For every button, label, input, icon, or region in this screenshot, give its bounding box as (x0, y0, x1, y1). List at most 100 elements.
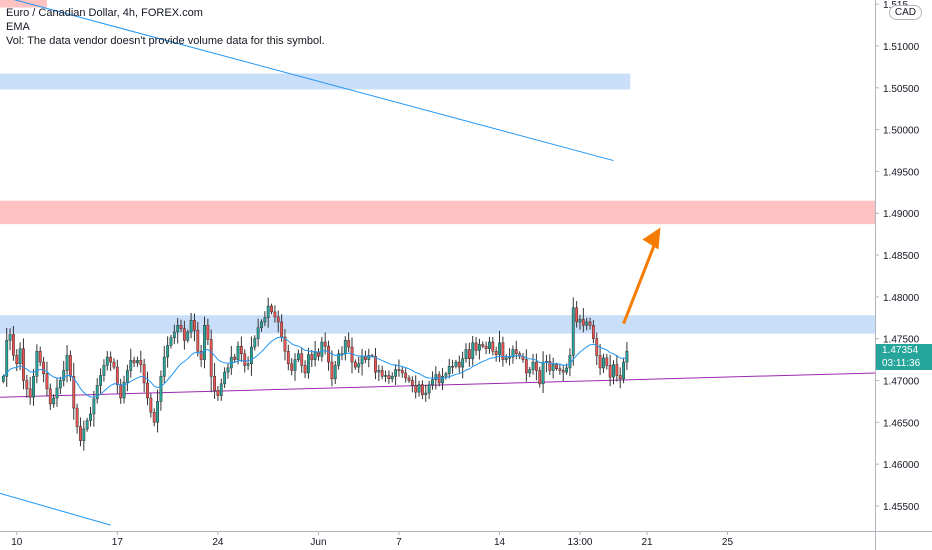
candle-body (313, 351, 317, 360)
candle (99, 368, 102, 394)
trend_down-line (13, 0, 614, 162)
candle (226, 363, 230, 379)
candle (75, 403, 79, 434)
candle-body (233, 356, 237, 360)
candle-body (149, 397, 153, 413)
candle-body (58, 380, 62, 389)
candle (142, 358, 146, 393)
candle (457, 355, 461, 373)
candle (136, 356, 139, 367)
candle-body (581, 319, 585, 326)
candle-body (488, 341, 491, 349)
candle-body (317, 351, 320, 357)
candle (414, 375, 418, 399)
candle-body (541, 361, 545, 385)
candle (307, 347, 310, 379)
candle (514, 340, 518, 360)
candle (380, 365, 384, 380)
candle-body (139, 360, 143, 365)
candle-body (337, 353, 341, 366)
candle-body (323, 341, 327, 347)
candle (410, 376, 414, 393)
candle (266, 297, 270, 328)
candle-body (424, 392, 428, 395)
candle-body (307, 354, 310, 374)
candle-body (437, 374, 441, 384)
candle (105, 351, 109, 371)
candle (548, 354, 552, 375)
candle (404, 368, 408, 383)
candle (427, 380, 431, 400)
candle (179, 319, 183, 333)
candle (400, 366, 404, 378)
candlesticks (1, 297, 629, 451)
currency-badge[interactable]: CAD (888, 5, 922, 20)
candle-body (18, 348, 22, 365)
candle-body (414, 385, 418, 393)
candle-body (239, 345, 243, 354)
candle (11, 326, 15, 361)
candle-body (42, 361, 46, 375)
candle-body (1, 376, 5, 382)
candle (317, 348, 320, 361)
candle (189, 312, 193, 339)
candle (52, 394, 56, 408)
candle (293, 353, 297, 381)
candle-body (166, 345, 170, 358)
candle-body (374, 355, 377, 373)
candle-body (79, 426, 82, 441)
candle (209, 329, 213, 393)
price-tick-label: 1.46000 (883, 460, 920, 471)
candle-body (270, 305, 273, 313)
candle (350, 337, 354, 374)
candle (283, 329, 287, 361)
candle-body (213, 376, 216, 391)
candle (276, 310, 280, 333)
candle-body (384, 375, 387, 377)
candle-body (528, 369, 532, 374)
candle-body (551, 364, 555, 371)
candle (353, 359, 357, 370)
candle (377, 364, 381, 382)
last-price-tag: 1.47354 03:11:36 (876, 343, 932, 370)
candle-body (236, 345, 240, 360)
candle (397, 359, 401, 377)
candle (290, 358, 294, 376)
candle-body (226, 367, 230, 373)
candle (498, 330, 501, 363)
candle-body (441, 376, 444, 384)
last-price-value: 1.47354 (882, 344, 919, 356)
candle (612, 360, 615, 385)
candle (625, 342, 629, 370)
candle (313, 340, 317, 367)
candle (303, 360, 307, 379)
candle (545, 354, 548, 373)
candle-body (504, 357, 508, 360)
time-tick-label: 10 (11, 537, 23, 548)
time-tick-label: 17 (112, 537, 124, 548)
candle-body (467, 349, 471, 359)
candle (62, 360, 66, 387)
time-tick-label: 13:00 (567, 537, 592, 548)
candle (260, 319, 263, 332)
candle (186, 329, 190, 343)
candle-body (199, 350, 203, 360)
chart-legend: Euro / Canadian Dollar, 4h, FOREX.com EM… (6, 6, 325, 48)
candle (250, 336, 253, 376)
candle-body (156, 401, 159, 423)
candle (337, 349, 341, 370)
candle (347, 332, 351, 352)
candle-body (276, 316, 280, 323)
candle (310, 349, 314, 368)
candle-body (122, 381, 126, 399)
bar-countdown: 03:11:36 (882, 357, 921, 369)
candle-body (112, 361, 116, 368)
time-tick-label: 7 (396, 537, 402, 548)
candle-body (102, 365, 106, 376)
candle (602, 353, 605, 374)
candle-body (605, 357, 609, 366)
candle (92, 390, 96, 427)
drawing-lines (0, 0, 876, 526)
